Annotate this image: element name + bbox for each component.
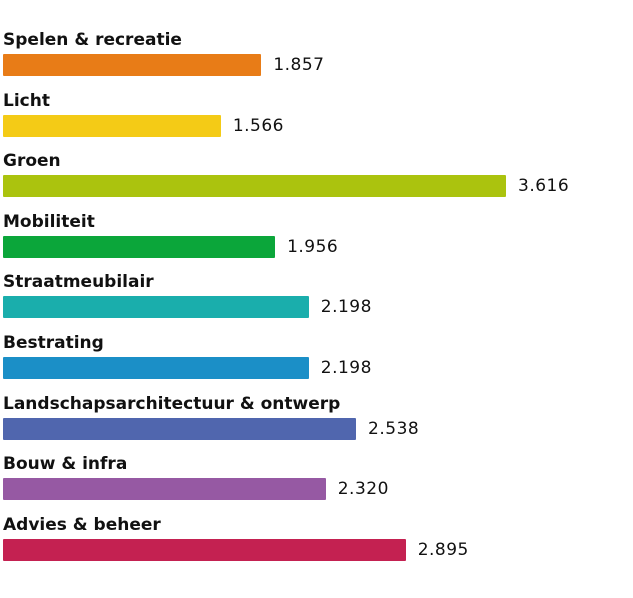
value-label: 2.198 <box>320 358 372 378</box>
bar-row: Straatmeubilair 2.198 <box>0 272 633 332</box>
bar <box>3 357 309 379</box>
bar-row: Mobiliteit 1.956 <box>0 212 633 272</box>
bar-row: Groen 3.616 <box>0 151 633 211</box>
value-label: 2.538 <box>368 418 420 439</box>
category-label: Bestrating <box>3 333 104 353</box>
category-label: Licht <box>3 90 50 111</box>
bar-row: Bestrating 2.198 <box>0 333 633 393</box>
category-label: Mobiliteit <box>3 211 95 232</box>
bar <box>3 235 276 258</box>
value-label: 3.616 <box>518 176 570 197</box>
bar-row: Spelen & recreatie 1.857 <box>0 30 633 90</box>
value-label: 2.320 <box>337 479 389 500</box>
category-label: Advies & beheer <box>3 514 161 535</box>
bar <box>3 175 506 198</box>
bar <box>3 478 326 501</box>
bar-row: Advies & beheer 2.895 <box>0 515 633 575</box>
bar-row: Licht 1.566 <box>0 91 633 151</box>
value-label: 2.198 <box>320 297 372 318</box>
bar-row: Landschapsarchitectuur & ontwerp 2.538 <box>0 394 633 454</box>
value-label: 1.857 <box>273 55 325 75</box>
bar <box>3 417 357 440</box>
value-label: 2.895 <box>417 539 469 560</box>
category-label: Straatmeubilair <box>3 272 154 293</box>
bar <box>3 296 309 319</box>
bar <box>3 114 221 137</box>
value-label: 1.956 <box>287 236 339 257</box>
bar <box>3 538 406 561</box>
category-label: Bouw & infra <box>3 454 128 475</box>
category-label: Landschapsarchitectuur & ontwerp <box>3 393 341 414</box>
bar <box>3 54 262 76</box>
bar-row: Bouw & infra 2.320 <box>0 454 633 514</box>
category-label: Spelen & recreatie <box>3 30 182 50</box>
category-label: Groen <box>3 151 61 172</box>
value-label: 1.566 <box>232 115 284 136</box>
